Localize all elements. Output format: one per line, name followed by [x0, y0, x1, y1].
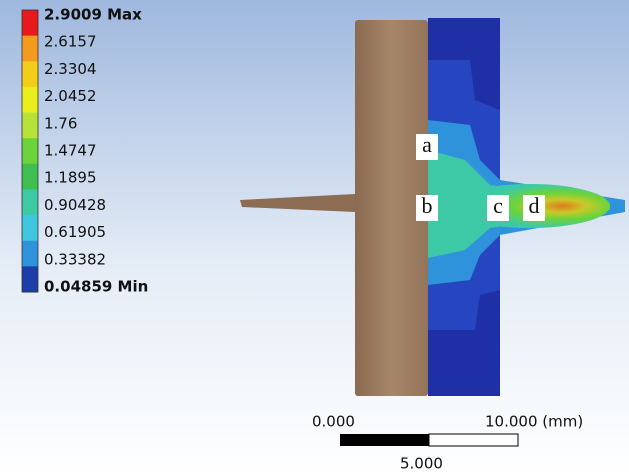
scale-black — [340, 434, 429, 446]
legend-label: 1.76 — [44, 114, 77, 132]
legend-label: 0.33382 — [44, 250, 106, 268]
legend-label: 1.1895 — [44, 169, 97, 187]
legend-label: 2.3304 — [44, 60, 97, 78]
legend-label: 0.04859 Min — [44, 278, 148, 296]
legend-swatch — [22, 189, 38, 215]
legend-swatch — [22, 61, 38, 87]
legend-label: 2.6157 — [44, 33, 97, 51]
legend-swatch — [22, 241, 38, 267]
legend-swatch — [22, 164, 38, 190]
legend-swatch — [22, 215, 38, 241]
legend-swatch — [22, 138, 38, 164]
legend-label: 2.9009 Max — [44, 6, 142, 24]
point-label: a — [422, 132, 432, 157]
legend-label: 1.4747 — [44, 142, 97, 160]
legend-swatch — [22, 87, 38, 113]
legend-swatch — [22, 10, 38, 36]
scale-white — [429, 434, 518, 446]
legend-swatch — [22, 266, 38, 292]
scale-end: 10.000 (mm) — [485, 413, 583, 431]
legend-swatch — [22, 113, 38, 139]
legend-swatch — [22, 36, 38, 62]
point-label: d — [529, 193, 540, 218]
point-label: c — [493, 193, 503, 218]
screenshot: 2.9009 Max 2.6157 2.3304 2.0452 1.76 1.4747 1.… — [0, 0, 629, 476]
point-label: b — [422, 193, 433, 218]
scale-start: 0.000 — [312, 413, 355, 431]
scale-middle: 5.000 — [400, 455, 443, 473]
legend-label: 0.90428 — [44, 196, 106, 214]
legend-label: 0.61905 — [44, 223, 106, 241]
legend-label: 2.0452 — [44, 87, 97, 105]
